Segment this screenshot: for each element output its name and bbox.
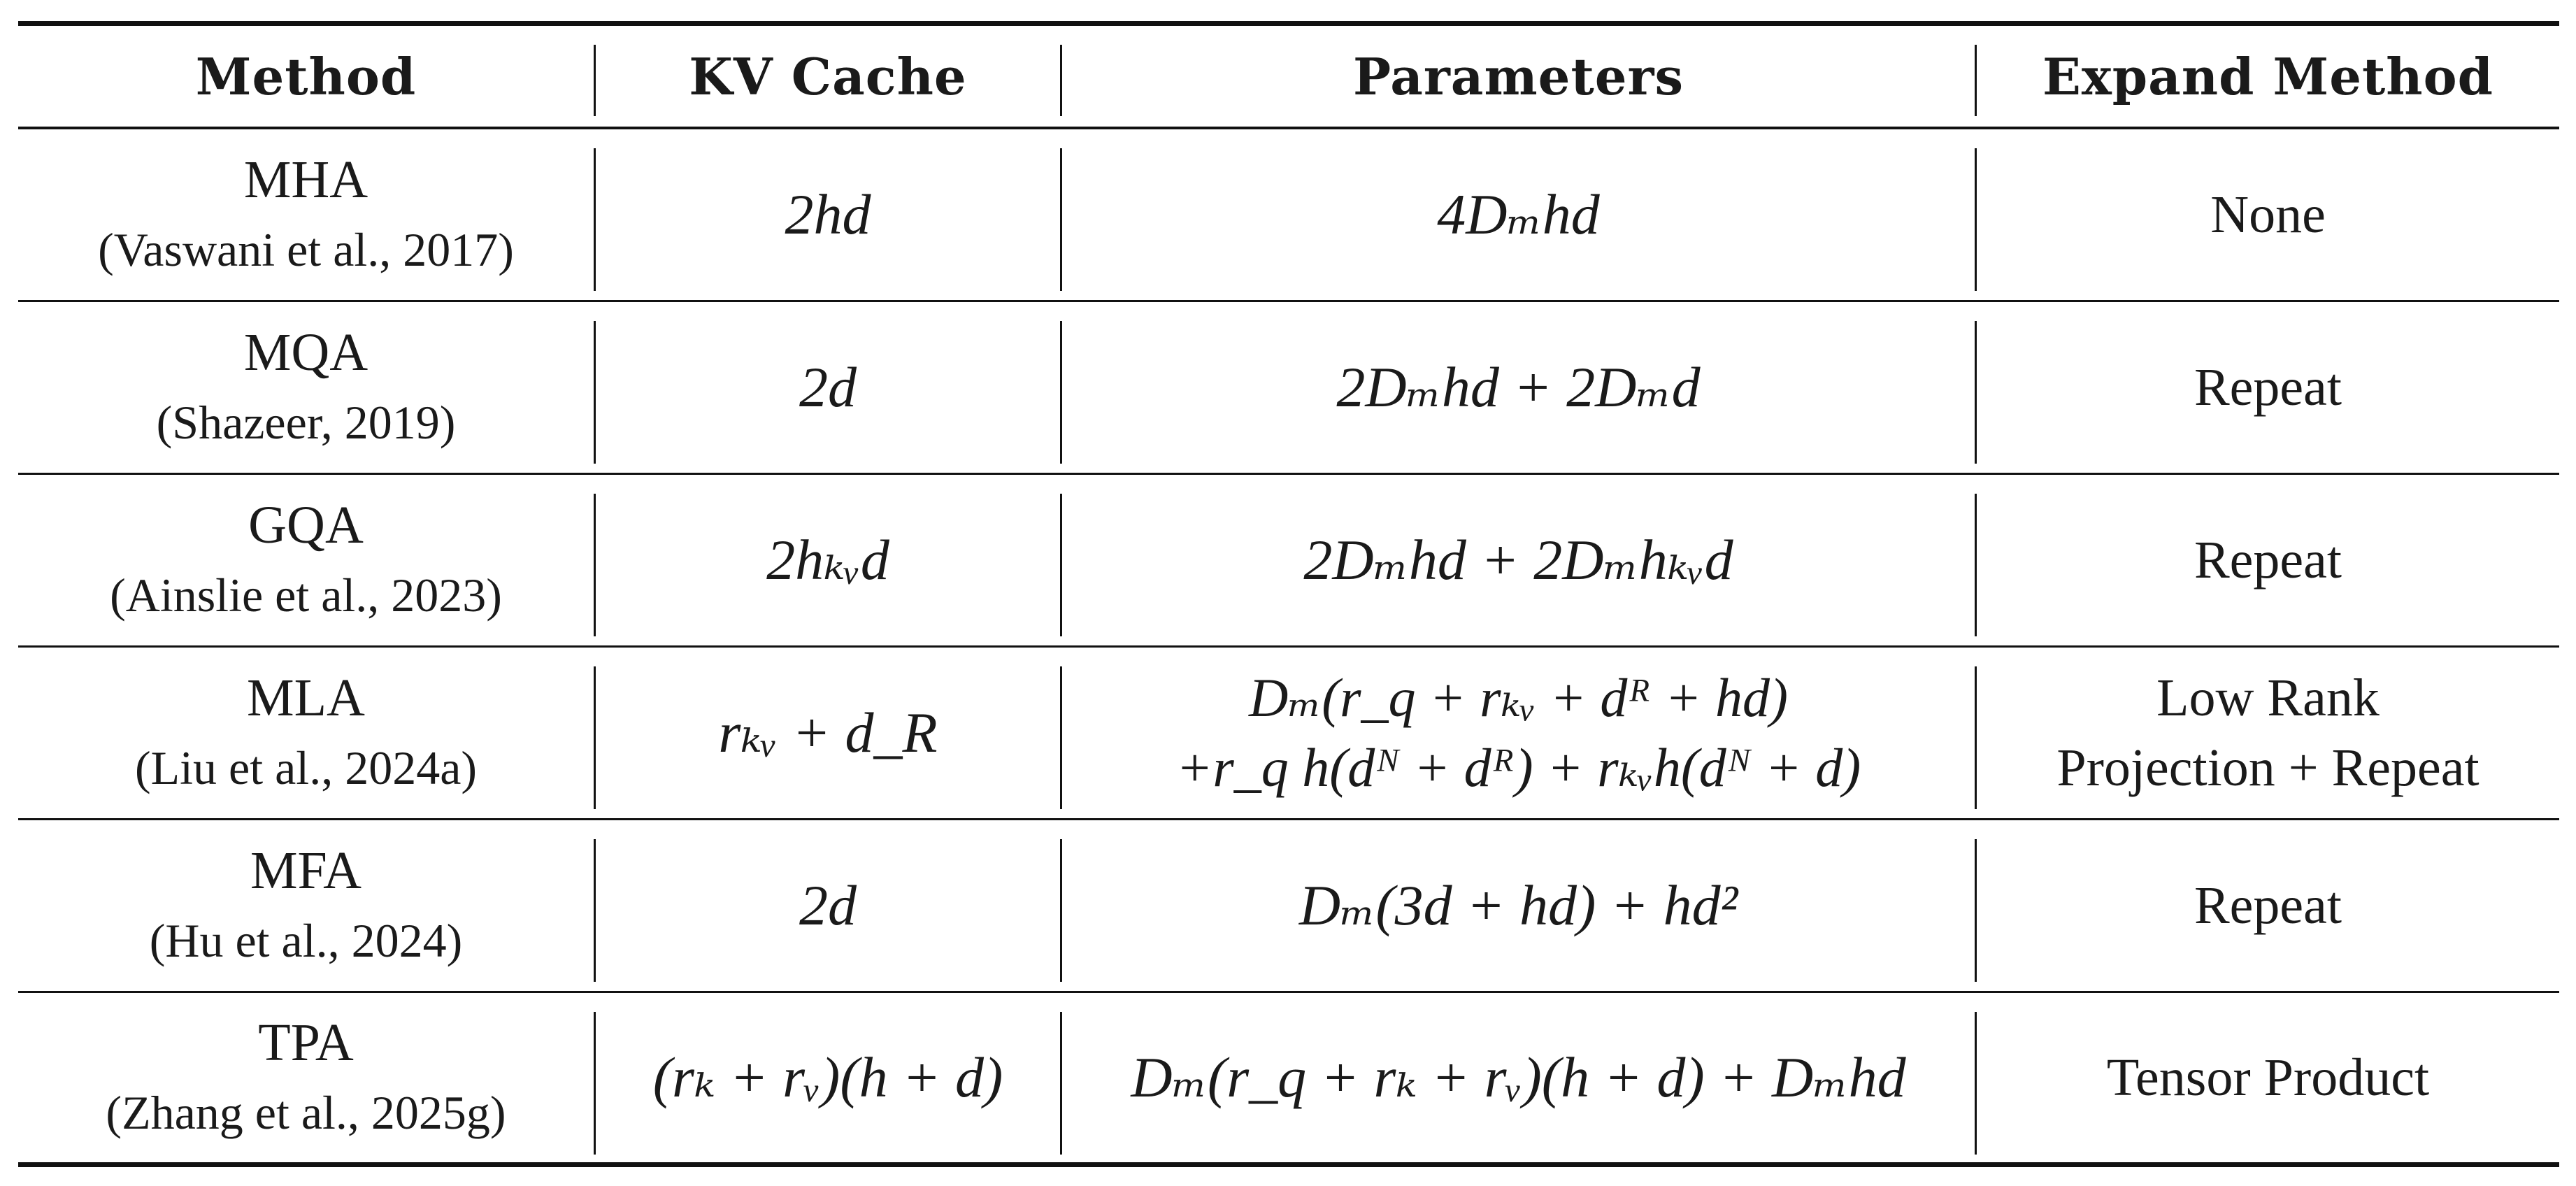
column-separator (1060, 321, 1062, 464)
row-divider (18, 991, 2559, 993)
method-citation: (Ainslie et al., 2023) (110, 569, 502, 622)
kv-cache-formula: (rₖ + rᵥ)(h + d) (652, 1045, 1003, 1109)
kv-cache-cell: 2hd (596, 129, 1060, 300)
table-row-method-cell: MHA (Vaswani et al., 2017) (18, 129, 594, 300)
method-citation: (Zhang et al., 2025g) (106, 1086, 506, 1139)
column-separator (1060, 494, 1062, 636)
column-separator (594, 1012, 596, 1155)
column-separator (594, 321, 596, 464)
table-row-method-cell: MQA (Shazeer, 2019) (18, 302, 594, 473)
row-divider (18, 645, 2559, 648)
table-row-method-cell: GQA (Ainslie et al., 2023) (18, 475, 594, 645)
kv-cache-formula: 2hd (785, 183, 871, 246)
header-kv-cache: KV Cache (689, 46, 967, 106)
table-row-method-cell: TPA (Zhang et al., 2025g) (18, 993, 594, 1162)
parameters-cell: 2Dₘhd + 2Dₘhₖᵥd (1062, 475, 1975, 645)
expand-method-cell: Repeat (1977, 302, 2559, 473)
column-separator (1060, 148, 1062, 291)
parameters-formula: Dₘ(r_q + rₖ + rᵥ)(h + d) + Dₘhd (1131, 1045, 1906, 1109)
expand-method-text: Tensor Product (2106, 1048, 2430, 1107)
method-name: MFA (250, 841, 362, 900)
row-divider (18, 300, 2559, 302)
bottom-rule (18, 1162, 2559, 1167)
method-name: MQA (243, 323, 368, 382)
expand-method-line-2: Projection + Repeat (2056, 738, 2480, 797)
column-separator (1975, 148, 1977, 291)
column-separator (594, 45, 596, 116)
parameters-formula: 2Dₘhd + 2Dₘhₖᵥd (1303, 528, 1733, 592)
column-separator (1975, 839, 1977, 982)
row-divider (18, 818, 2559, 820)
column-separator (1975, 45, 1977, 116)
parameters-cell: Dₘ(r_q + rₖᵥ + dᴿ + hd) +r_q h(dᴺ + dᴿ) … (1062, 648, 1975, 818)
header-rule (18, 127, 2559, 129)
expand-method-text: None (2210, 185, 2326, 244)
kv-cache-cell: 2hₖᵥd (596, 475, 1060, 645)
header-parameters: Parameters (1353, 46, 1684, 106)
table-row-method-cell: MFA (Hu et al., 2024) (18, 820, 594, 991)
column-separator (594, 666, 596, 809)
expand-method-cell: None (1977, 129, 2559, 300)
kv-cache-cell: rₖᵥ + d_R (596, 648, 1060, 818)
table-row-method-cell: MLA (Liu et al., 2024a) (18, 648, 594, 818)
expand-method-cell: Tensor Product (1977, 993, 2559, 1162)
kv-cache-cell: 2d (596, 302, 1060, 473)
expand-method-cell: Repeat (1977, 475, 2559, 645)
column-separator (1060, 666, 1062, 809)
expand-method-text: Repeat (2194, 531, 2342, 590)
expand-method-text: Repeat (2194, 876, 2342, 935)
header-expand-method: Expand Method (2042, 46, 2494, 106)
column-separator (594, 839, 596, 982)
kv-cache-cell: 2d (596, 820, 1060, 991)
column-separator (1975, 494, 1977, 636)
method-name: TPA (258, 1013, 354, 1072)
column-separator (594, 494, 596, 636)
method-citation: (Vaswani et al., 2017) (98, 223, 514, 276)
row-divider (18, 473, 2559, 475)
column-separator (594, 148, 596, 291)
expand-method-line-1: Low Rank (2156, 669, 2380, 727)
method-citation: (Liu et al., 2024a) (134, 741, 478, 794)
parameters-cell: Dₘ(r_q + rₖ + rᵥ)(h + d) + Dₘhd (1062, 993, 1975, 1162)
expand-method-cell: Repeat (1977, 820, 2559, 991)
kv-cache-formula: 2d (799, 873, 857, 937)
kv-cache-formula: rₖᵥ + d_R (718, 701, 938, 764)
header-method: Method (195, 46, 417, 106)
column-separator (1975, 1012, 1977, 1155)
column-separator (1060, 1012, 1062, 1155)
column-separator (1975, 666, 1977, 809)
kv-cache-formula: 2d (799, 355, 857, 419)
column-separator (1975, 321, 1977, 464)
expand-method-text: Repeat (2194, 358, 2342, 417)
top-rule (18, 21, 2559, 26)
kv-cache-cell: (rₖ + rᵥ)(h + d) (596, 993, 1060, 1162)
column-separator (1060, 839, 1062, 982)
parameters-cell: Dₘ(3d + hd) + hd² (1062, 820, 1975, 991)
method-name: MHA (243, 150, 368, 209)
parameters-cell: 4Dₘhd (1062, 129, 1975, 300)
parameters-cell: 2Dₘhd + 2Dₘd (1062, 302, 1975, 473)
parameters-formula-line-1: Dₘ(r_q + rₖᵥ + dᴿ + hd) (1249, 667, 1788, 728)
column-separator (1060, 45, 1062, 116)
parameters-formula: 2Dₘhd + 2Dₘd (1336, 355, 1701, 419)
parameters-formula-line-2: +r_q h(dᴺ + dᴿ) + rₖᵥh(dᴺ + d) (1175, 737, 1861, 798)
parameters-formula: 4Dₘhd (1437, 183, 1600, 246)
method-citation: (Hu et al., 2024) (149, 914, 463, 967)
parameters-formula: Dₘ(3d + hd) + hd² (1298, 873, 1738, 937)
method-citation: (Shazeer, 2019) (156, 396, 456, 449)
method-name: MLA (247, 669, 365, 727)
kv-cache-formula: 2hₖᵥd (766, 528, 889, 592)
method-name: GQA (248, 496, 364, 555)
expand-method-cell: Low Rank Projection + Repeat (1977, 648, 2559, 818)
